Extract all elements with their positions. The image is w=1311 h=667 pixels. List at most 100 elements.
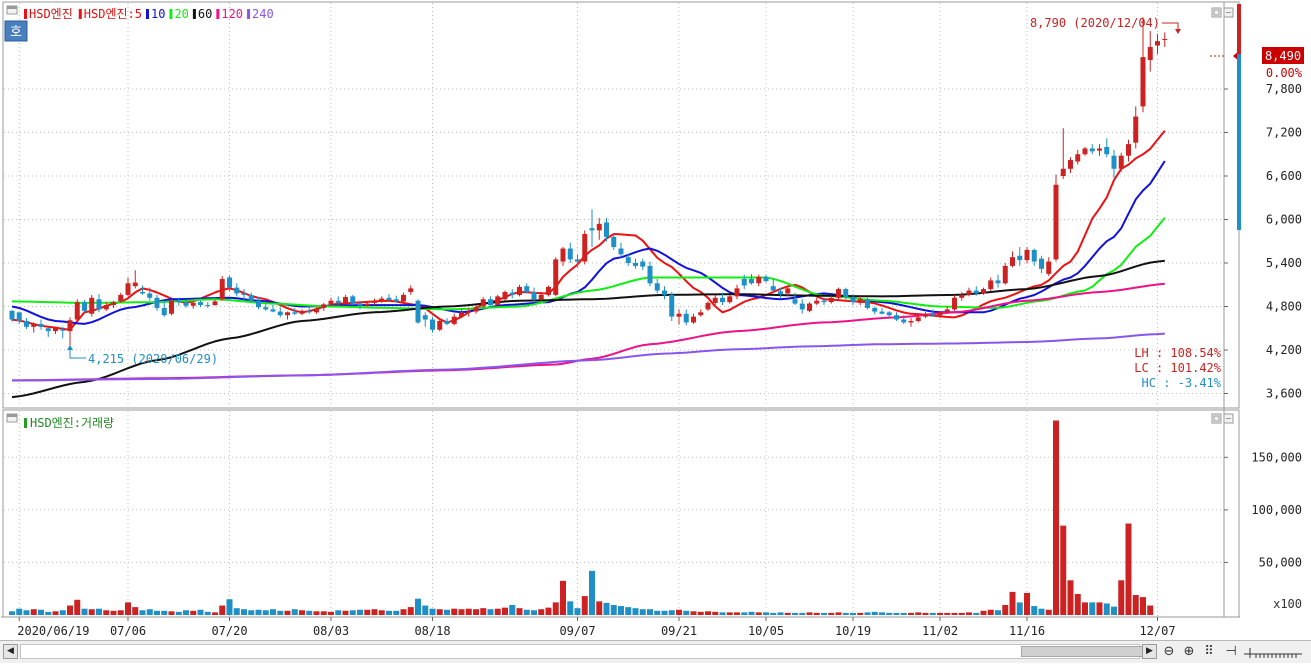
candle [952,294,957,311]
volume-bar [233,608,240,615]
expand-icon[interactable]: ⠿ [1204,644,1214,659]
ma-line-20 [11,217,1166,311]
candle [683,309,689,326]
volume-bar [291,609,298,615]
volume-bar [1067,580,1074,615]
volume-tick-label: 50,000 [1259,555,1302,569]
volume-bar [639,609,646,615]
volume-bar [581,596,588,615]
candle [792,292,798,306]
volume-bar [378,610,385,615]
price-range-bar[interactable] [1237,4,1241,230]
candle [770,278,776,292]
price-tick-label: 4,200 [1266,343,1302,357]
candle [9,310,15,322]
volume-bar [1103,603,1110,615]
lh-ratio: LH : 108.54% [1134,346,1221,360]
volume-bar [386,610,392,615]
volume-bar [335,610,342,615]
candle [553,257,559,297]
arrow-right-icon[interactable]: ▶ [1142,644,1157,659]
pane-maximize-icon[interactable] [1211,413,1234,424]
candle [654,278,660,294]
candle [596,218,602,240]
volume-bar [146,609,153,615]
volume-bar [538,609,545,615]
pane-maximize-icon[interactable] [1211,7,1234,18]
legend-item: 10 [151,7,165,21]
candle [473,305,479,314]
legend-swatch [145,9,149,19]
date-axis-labels: 2020/06/19 07/06 07/20 08/03 08/18 09/07 09/21… [17,617,1176,638]
ma-line-240 [12,332,1165,382]
candle [662,286,667,300]
volume-bar [313,611,320,615]
volume-bar [16,608,23,615]
volume-bar [850,612,856,615]
candle [408,285,414,295]
scroll-thumb[interactable] [1021,646,1157,657]
candle [981,287,986,295]
volume-bar [284,610,291,615]
price-tick-label: 6,600 [1266,169,1302,183]
volume-bar [792,612,798,615]
volume-bar [1082,602,1088,615]
candle [111,300,116,308]
volume-bar [23,610,30,615]
candle [749,273,754,285]
candle [625,254,631,266]
candle [38,319,44,330]
volume-bar [900,612,907,615]
volume-bar [668,610,675,615]
volume-bar [755,612,762,615]
volume-bar [552,602,559,615]
candle [1140,17,1146,113]
candle [930,309,936,317]
window-control-icon[interactable] [6,5,18,15]
volume-bar [328,611,334,615]
scroll-track[interactable] [20,644,1157,659]
volume-bar [183,610,189,615]
candle [125,277,131,297]
volume-bar [320,611,327,615]
legend-item: 120 [221,7,243,21]
legend-item: HSD엔진:5 [84,7,142,21]
badge[interactable]: 호 [4,20,28,42]
date-tick-label: 08/18 [414,624,450,638]
volume-bar [1111,606,1117,615]
candle [814,297,820,306]
volume-bar [1118,580,1125,615]
candle [691,313,696,324]
candle [1133,106,1139,149]
window-control-icon[interactable] [6,413,18,423]
volume-bar [1140,597,1146,615]
ruler-icon[interactable] [1242,643,1304,661]
candle [944,306,950,314]
volume-bar [741,612,748,615]
candle [451,313,457,326]
candle [190,301,196,309]
volume-bar [175,611,182,615]
volume-bar [1060,525,1067,615]
candle [227,275,232,292]
zoom-out-icon[interactable]: ⊖ [1163,644,1175,659]
candle [350,294,356,306]
volume-bar [458,609,465,615]
date-tick-label: 09/21 [661,624,697,638]
volume-bar [494,608,501,615]
arrow-left-icon[interactable]: ◀ [3,644,18,659]
candle [205,302,211,308]
candle [234,283,240,297]
volume-bar [364,609,371,615]
candle [1024,247,1030,263]
chart-canvas[interactable]: 3,600 4,200 4,800 5,400 6,000 6,600 7,200 7,800… [0,0,1311,640]
candle [1155,33,1160,55]
volume-bar [719,612,726,615]
zoom-in-icon[interactable]: ⊕ [1183,644,1195,659]
volume-bar [277,610,284,615]
candlesticks [9,17,1168,349]
candle [96,294,102,313]
candle [161,300,167,317]
grid-icon[interactable]: ⊣ [1225,644,1237,659]
date-tick-label: 10/19 [835,624,871,638]
